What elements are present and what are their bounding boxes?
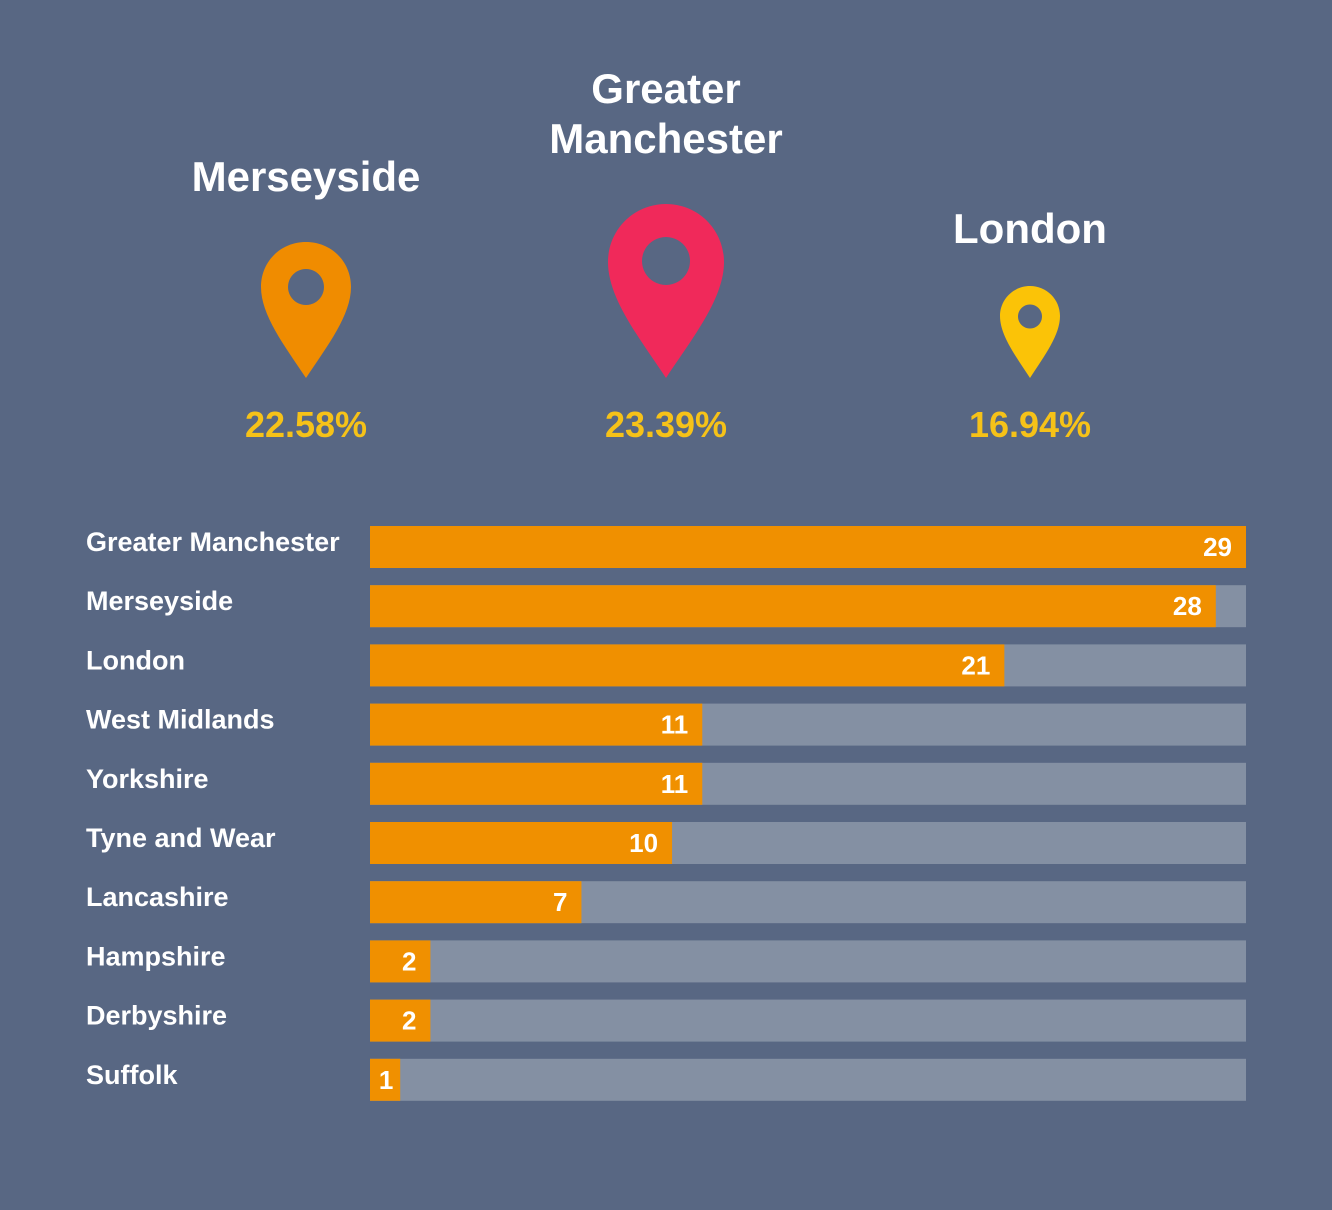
category-label: Yorkshire [86,764,209,794]
bar-row: Greater Manchester 29 [86,526,1246,568]
bar [370,881,582,924]
value-label: 1 [379,1065,393,1095]
bar [370,644,1005,687]
map-pin-icon [261,242,351,378]
bar [370,822,673,864]
bar-row: West Midlands 11 [86,703,1246,746]
bar-row: London 21 [86,644,1246,687]
value-label: 2 [402,1006,416,1036]
category-label: Suffolk [86,1060,178,1090]
bar-track [370,999,1246,1042]
value-label: 10 [629,828,658,858]
bar-row: Derbyshire 2 [86,999,1246,1042]
category-label: Greater Manchester [86,527,340,557]
highlight-percent: 22.58% [244,404,368,445]
category-label: Lancashire [86,882,229,912]
value-label: 28 [1173,591,1202,621]
bar-track [370,1058,1246,1101]
category-label: Merseyside [86,586,233,616]
bar [370,703,703,746]
highlight-label: Greater Manchester [549,65,783,162]
pin-shape [608,204,724,378]
bar-track [370,940,1246,983]
category-label: Hampshire [86,941,226,971]
category-label: London [86,645,185,675]
bar [370,999,431,1042]
map-pin-icon [608,204,724,378]
bar-row: Suffolk 1 [86,1058,1246,1101]
highlight-percent: 16.94% [968,404,1092,445]
value-label: 7 [553,887,567,917]
bar-row: Yorkshire 11 [86,762,1246,805]
highlight-label: London [953,205,1107,252]
value-label: 11 [661,769,689,799]
value-label: 21 [961,650,990,680]
bar-row: Hampshire 2 [86,940,1246,983]
highlight-label: Merseyside [191,153,421,200]
bar-row: Lancashire 7 [86,881,1246,924]
pin-shape [1000,286,1060,378]
bar [370,585,1216,628]
bar-row: Merseyside 28 [86,585,1246,628]
value-label: 29 [1203,532,1232,562]
bar [370,526,1246,568]
highlight-percent: 23.39% [604,404,728,445]
map-pin-icon [1000,286,1060,378]
bar-row: Tyne and Wear 10 [86,822,1246,864]
pin-shape [261,242,351,378]
category-label: Tyne and Wear [86,823,276,853]
bar [370,762,703,805]
bar [370,1058,401,1101]
bar [370,940,431,983]
category-label: Derbyshire [86,1001,227,1031]
value-label: 11 [661,710,689,740]
category-label: West Midlands [86,705,275,735]
value-label: 2 [402,946,416,976]
